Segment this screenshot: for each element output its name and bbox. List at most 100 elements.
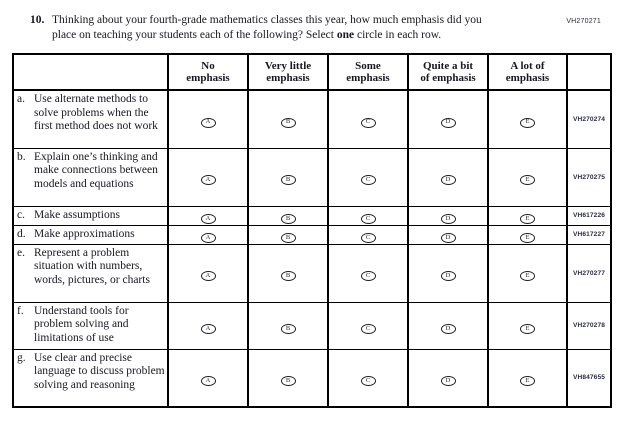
form-code: VH270271 [566, 18, 601, 25]
row-code: VH617227 [566, 224, 612, 245]
response-oval[interactable]: B [280, 376, 296, 387]
oval-letter: E [525, 176, 530, 184]
question-text: Thinking about your fourth-grade mathema… [52, 13, 484, 42]
option-cell: D [407, 243, 489, 303]
response-oval[interactable]: A [200, 271, 216, 282]
response-oval[interactable]: C [360, 271, 376, 282]
item-letter: b. [17, 150, 26, 163]
response-oval[interactable]: E [520, 213, 535, 224]
option-cell: C [327, 147, 409, 207]
response-oval[interactable]: A [200, 323, 216, 334]
oval-letter: D [445, 176, 451, 184]
option-cell: D [407, 301, 489, 350]
oval-letter: C [365, 176, 371, 184]
response-oval[interactable]: C [360, 232, 376, 243]
question-text-start: Thinking about your fourth-grade mathema… [52, 14, 482, 41]
header-row: No emphasis Very little emphasis Some empha… [12, 53, 612, 92]
oval-letter: E [525, 118, 530, 126]
response-oval[interactable]: E [520, 117, 535, 128]
oval-letter: C [365, 324, 371, 332]
response-oval[interactable]: B [280, 117, 296, 128]
item-text: Use clear and precise language to discus… [34, 351, 165, 391]
row-code: VH847655 [566, 348, 612, 408]
oval-letter: E [525, 376, 530, 384]
response-oval[interactable]: E [520, 175, 535, 186]
response-oval[interactable]: A [200, 232, 216, 243]
option-cell: E [487, 147, 568, 207]
oval-letter: E [525, 324, 530, 332]
response-oval[interactable]: D [440, 213, 456, 224]
oval-letter: C [365, 118, 371, 126]
oval-letter: D [445, 118, 451, 126]
response-oval[interactable]: A [200, 175, 216, 186]
item-letter: c. [17, 208, 25, 221]
oval-letter: C [365, 376, 371, 384]
response-oval[interactable]: E [520, 376, 535, 387]
option-cell: A [167, 205, 249, 226]
option-cell: E [487, 205, 568, 226]
option-cell: E [487, 301, 568, 350]
response-oval[interactable]: B [280, 232, 296, 243]
option-cell: B [247, 147, 329, 207]
response-oval[interactable]: B [280, 213, 296, 224]
response-oval[interactable]: B [280, 175, 296, 186]
item-text: Use alternate methods to solve problems … [34, 93, 158, 133]
response-oval[interactable]: E [520, 323, 535, 334]
row-code: VH270278 [566, 301, 612, 350]
row-code: VH270275 [566, 147, 612, 207]
table-row: a. Use alternate methods to solve problem… [12, 89, 612, 149]
response-oval[interactable]: B [280, 323, 296, 334]
item-text: Make assumptions [34, 208, 120, 221]
option-cell: A [167, 243, 249, 303]
question-bold-word: one [336, 28, 355, 41]
option-cell: A [167, 301, 249, 350]
oval-letter: E [525, 272, 530, 280]
option-cell: D [407, 147, 489, 207]
table-row: d. Make approximations A B C D E VH617227 [12, 224, 612, 245]
question-number: 10. [30, 14, 45, 26]
option-cell: B [247, 205, 329, 226]
response-oval[interactable]: E [520, 232, 535, 243]
row-code: VH270274 [566, 89, 612, 149]
table-row: g. Use clear and precise language to disc… [12, 348, 612, 408]
response-oval[interactable]: D [440, 232, 456, 243]
oval-letter: A [205, 118, 211, 126]
oval-letter: D [445, 272, 451, 280]
response-oval[interactable]: C [360, 376, 376, 387]
oval-letter: D [445, 324, 451, 332]
item-text: Understand tools for problem solving and… [34, 304, 129, 344]
oval-letter: A [205, 272, 211, 280]
item-letter: f. [17, 304, 24, 317]
response-oval[interactable]: C [360, 175, 376, 186]
item-letter: a. [17, 93, 25, 106]
item-letter: e. [17, 246, 25, 259]
option-cell: B [247, 89, 329, 149]
item-cell: g. Use clear and precise language to disc… [12, 348, 169, 408]
item-cell: c. Make assumptions [12, 205, 169, 226]
oval-letter: A [205, 233, 211, 241]
response-oval[interactable]: D [440, 175, 456, 186]
response-oval[interactable]: E [520, 271, 535, 282]
option-cell: C [327, 205, 409, 226]
response-oval[interactable]: A [200, 376, 216, 387]
oval-letter: A [205, 324, 211, 332]
oval-letter: E [525, 214, 530, 222]
option-cell: A [167, 348, 249, 408]
response-oval[interactable]: B [280, 271, 296, 282]
response-oval[interactable]: D [440, 117, 456, 128]
column-header-code [566, 53, 612, 92]
option-cell: E [487, 243, 568, 303]
oval-letter: C [365, 272, 371, 280]
response-oval[interactable]: D [440, 323, 456, 334]
response-oval[interactable]: D [440, 376, 456, 387]
option-cell: A [167, 147, 249, 207]
response-oval[interactable]: D [440, 271, 456, 282]
option-cell: C [327, 224, 409, 245]
response-oval[interactable]: C [360, 323, 376, 334]
oval-letter: B [285, 214, 291, 222]
response-oval[interactable]: A [200, 213, 216, 224]
response-oval[interactable]: C [360, 213, 376, 224]
response-oval[interactable]: C [360, 117, 376, 128]
response-oval[interactable]: A [200, 117, 216, 128]
option-cell: D [407, 89, 489, 149]
